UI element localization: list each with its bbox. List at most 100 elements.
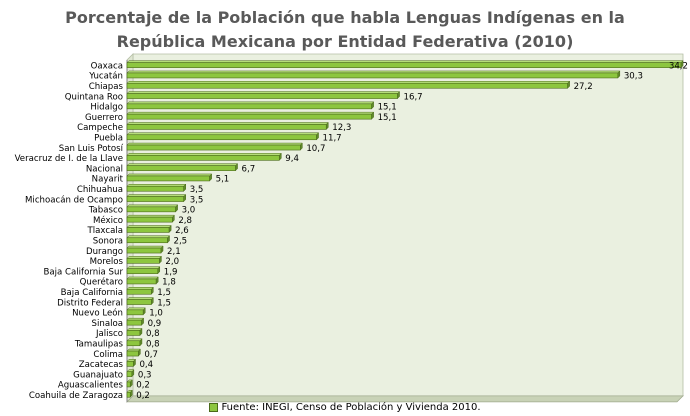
category-label: Veracruz de I. de la Llave — [15, 154, 123, 164]
bar-group — [126, 317, 145, 326]
value-label: 27,2 — [574, 82, 593, 92]
bar — [126, 82, 568, 89]
bar-top — [126, 122, 329, 125]
value-label: 12,3 — [332, 123, 351, 133]
value-label: 1,8 — [162, 278, 176, 288]
bar-group — [126, 286, 154, 295]
value-label: 16,7 — [404, 92, 423, 102]
bar-end — [279, 152, 282, 161]
category-label: Colima — [93, 350, 123, 360]
category-label: Tlaxcala — [87, 226, 123, 236]
bar — [126, 288, 152, 295]
bar-group — [126, 327, 143, 337]
bar-end — [151, 286, 154, 295]
value-label: 2,8 — [178, 216, 192, 226]
bar-end — [316, 132, 319, 141]
category-label: Chihuahua — [77, 185, 123, 195]
bar-end — [371, 111, 374, 120]
value-label: 0,3 — [138, 370, 152, 380]
bar-end — [300, 142, 303, 151]
value-label: 15,1 — [378, 103, 397, 113]
bar — [126, 144, 301, 151]
bar-group — [126, 60, 684, 69]
category-label: Tabasco — [88, 206, 123, 216]
bar-group — [126, 142, 303, 151]
plot-floor — [126, 395, 684, 403]
value-label: 2,5 — [173, 236, 187, 246]
bar-end — [139, 327, 143, 337]
bar-group — [126, 70, 621, 79]
bar-group — [126, 214, 175, 223]
category-label: San Luis Potosí — [59, 144, 124, 154]
bar-end — [617, 70, 621, 79]
bar — [126, 124, 327, 130]
chart-title-line-2: República Mexicana por Entidad Federativ… — [116, 32, 574, 51]
bar — [126, 391, 131, 398]
bar — [126, 371, 133, 377]
bar-end — [680, 60, 684, 69]
bar-end — [168, 224, 172, 234]
bar-group — [126, 193, 187, 203]
bar-top — [126, 194, 187, 197]
bar — [126, 155, 280, 161]
bar-group — [126, 358, 137, 367]
bar-top — [126, 163, 239, 166]
bar-group — [126, 266, 161, 275]
bar-end — [129, 379, 133, 388]
category-label: Yucatán — [88, 72, 123, 82]
value-label: 0,7 — [144, 350, 158, 360]
bar — [126, 165, 236, 171]
category-label: Guerrero — [85, 113, 123, 123]
bar-end — [567, 80, 570, 89]
bar-top — [126, 214, 175, 218]
bar-top — [126, 70, 621, 74]
bar-end — [155, 276, 159, 285]
value-label: 2,1 — [167, 247, 181, 257]
bar-group — [126, 90, 401, 100]
bar-group — [126, 389, 133, 398]
category-label: Nayarit — [92, 175, 124, 185]
category-label: Nuevo León — [72, 308, 123, 319]
bar-group — [126, 255, 163, 264]
bar-end — [209, 173, 212, 182]
bar-top — [126, 101, 375, 105]
category-label: Baja California Sur — [43, 267, 123, 277]
category-label: Sinaloa — [92, 319, 123, 329]
legend-text: Fuente: INEGI, Censo de Población y Vivi… — [221, 402, 481, 413]
category-label: Durango — [86, 247, 123, 257]
bar — [126, 309, 144, 316]
bar — [126, 196, 184, 202]
bar-group — [126, 101, 375, 110]
bar-top — [126, 235, 171, 238]
value-label: 3,5 — [190, 195, 204, 205]
legend: Fuente: INEGI, Censo de Población y Vivi… — [0, 402, 690, 414]
category-label: Campeche — [77, 123, 123, 133]
bar — [126, 268, 159, 274]
bar — [126, 103, 372, 110]
bar — [126, 227, 170, 233]
bar-end — [138, 348, 141, 357]
bar — [126, 72, 619, 79]
chart-title: Porcentaje de la Población que habla Len… — [0, 6, 690, 54]
bar-top — [126, 91, 401, 94]
bar-group — [126, 132, 320, 141]
bar-top — [126, 204, 179, 208]
bar-group — [126, 80, 571, 89]
bar — [126, 299, 152, 305]
bar-group — [126, 163, 239, 172]
bar-end — [172, 214, 175, 223]
bar — [126, 134, 317, 141]
bar-group — [126, 245, 164, 254]
category-label: Chiapas — [89, 82, 124, 92]
bar-end — [160, 245, 164, 254]
category-label: Hidalgo — [90, 103, 123, 113]
bar — [126, 361, 134, 367]
bar-end — [142, 307, 146, 316]
bar — [126, 278, 157, 285]
bar — [126, 319, 142, 326]
bar-end — [183, 183, 186, 192]
bar-end — [157, 266, 161, 275]
bar-end — [175, 204, 178, 213]
bar — [126, 216, 173, 223]
